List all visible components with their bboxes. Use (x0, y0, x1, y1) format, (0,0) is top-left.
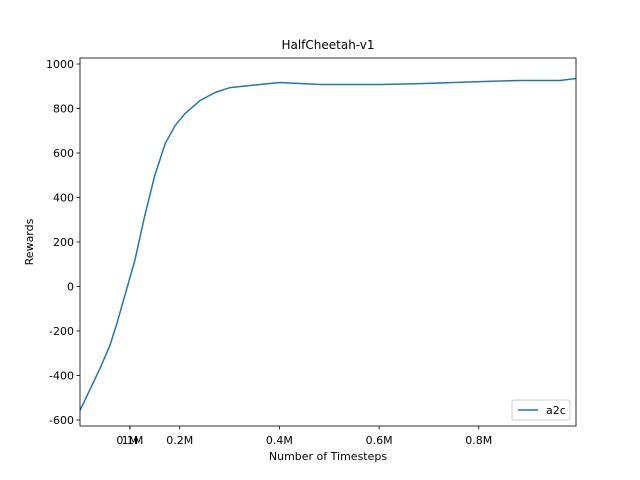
x-axis-label: Number of Timesteps (269, 450, 387, 463)
y-tick-label: 400 (53, 192, 74, 205)
x-tick-label: 0.1M (116, 434, 143, 447)
y-tick-label: 600 (53, 147, 74, 160)
y-tick-label: 200 (53, 236, 74, 249)
y-tick-label: 0 (67, 280, 74, 293)
y-axis-label: Rewards (23, 218, 36, 265)
y-tick-label: -200 (49, 325, 74, 338)
y-tick-label: -400 (49, 369, 74, 382)
x-tick-label: 0.4M (266, 434, 293, 447)
legend-box (511, 399, 571, 421)
legend-label: a2c (546, 404, 566, 417)
y-tick-label: 1000 (46, 58, 74, 71)
y-tick-label: 800 (53, 103, 74, 116)
data-line (80, 77, 576, 411)
x-tick-label: 0.6M (366, 434, 393, 447)
x-tick-label: 0.8M (465, 434, 492, 447)
y-tick-label: -600 (49, 414, 74, 427)
x-tick-label: 0.2M (166, 434, 193, 447)
chart-title: HalfCheetah-v1 (281, 38, 374, 52)
plot-frame (79, 57, 577, 427)
x-tick-label: 1M (122, 434, 139, 447)
